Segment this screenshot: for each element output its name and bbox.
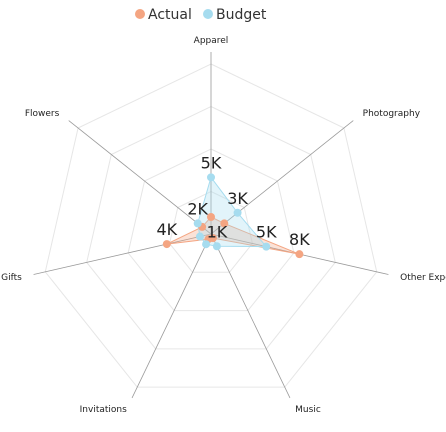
grid-ring-3	[86, 105, 336, 350]
grid-ring-2	[127, 148, 295, 312]
series-points	[162, 173, 304, 259]
axis-line-7	[68, 120, 212, 235]
data-point-budget-5[interactable]	[202, 240, 211, 249]
axis-labels: Apparel Photography Other Expenses Music Inv…	[1, 36, 446, 415]
radar-grid	[44, 63, 378, 388]
data-point-budget-2[interactable]	[233, 208, 242, 217]
axis-label-2: Photography	[363, 109, 421, 119]
data-point-budget-1[interactable]	[207, 173, 215, 182]
axis-label-3: Other Expenses	[400, 273, 446, 283]
data-label-budget-4: 1K	[207, 222, 228, 241]
data-label-budget-7: 2K	[187, 199, 208, 218]
data-point-budget-7[interactable]	[193, 219, 202, 228]
data-point-actual-2[interactable]	[220, 219, 229, 228]
legend-item-actual[interactable]: Actual	[135, 7, 192, 23]
data-point-budget-4[interactable]	[212, 242, 221, 251]
legend-label: Budget	[216, 7, 267, 23]
data-point-budget-3[interactable]	[262, 242, 271, 251]
data-label-actual-3: 8K	[289, 230, 310, 249]
axis-line-6	[33, 233, 212, 275]
axis-line-4	[210, 233, 291, 399]
axis-label-6: Gifts	[1, 273, 22, 283]
data-label-budget-2: 3K	[227, 189, 248, 208]
data-label-budget-3: 5K	[256, 223, 277, 242]
grid-ring-4	[44, 63, 378, 388]
legend-marker	[203, 9, 213, 19]
legend-marker	[135, 9, 145, 19]
data-label-budget-1: 5K	[201, 153, 222, 172]
axis-label-1: Apparel	[194, 36, 229, 46]
axis-label-7: Flowers	[25, 109, 60, 119]
data-point-actual-6[interactable]	[162, 240, 171, 249]
axis-line-5	[131, 233, 212, 399]
data-point-budget-6[interactable]	[195, 232, 204, 241]
data-label-actual-6: 4K	[156, 220, 177, 239]
axis-label-4: Music	[295, 405, 321, 415]
legend: Actual Budget	[135, 7, 267, 23]
legend-label: Actual	[148, 7, 192, 23]
axis-label-5: Invitations	[80, 405, 127, 415]
data-labels: 8K 4K 5K 3K 5K 1K 2K	[156, 153, 310, 249]
data-point-actual-3[interactable]	[295, 250, 304, 259]
data-point-actual-1[interactable]	[207, 213, 215, 221]
grid-ring-1	[169, 190, 253, 273]
legend-item-budget[interactable]: Budget	[203, 7, 267, 23]
